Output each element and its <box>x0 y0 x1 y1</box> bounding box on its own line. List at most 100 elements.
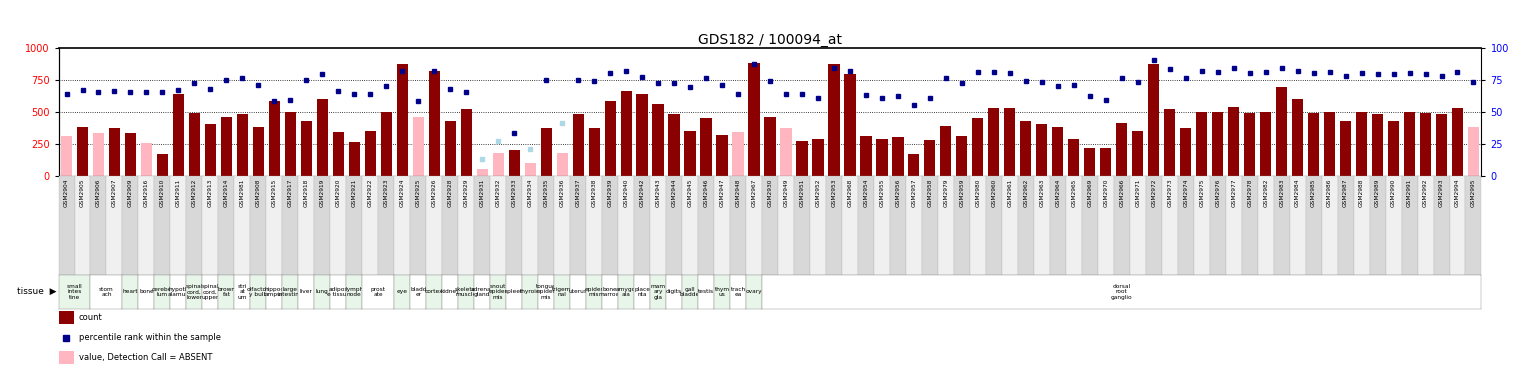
Bar <box>1340 121 1351 176</box>
Text: uterus: uterus <box>568 290 588 294</box>
Text: GSM2969: GSM2969 <box>1087 179 1092 207</box>
Text: GSM2994: GSM2994 <box>1455 179 1460 207</box>
Text: skeletal
muscle: skeletal muscle <box>454 287 477 297</box>
Text: GSM2933: GSM2933 <box>511 179 517 207</box>
Text: GSM2919: GSM2919 <box>320 179 325 207</box>
Bar <box>476 169 488 176</box>
Bar <box>588 128 599 176</box>
Text: GSM2938: GSM2938 <box>591 179 596 207</box>
Bar <box>365 131 376 176</box>
Text: GSM2989: GSM2989 <box>1375 179 1380 207</box>
Bar <box>92 134 105 176</box>
Text: GSM2931: GSM2931 <box>480 179 485 207</box>
Text: lung: lung <box>316 290 328 294</box>
Text: GSM2947: GSM2947 <box>719 179 724 207</box>
Bar <box>493 153 504 176</box>
Text: GSM2977: GSM2977 <box>1230 179 1237 207</box>
Bar <box>909 154 919 176</box>
Text: digits: digits <box>665 290 682 294</box>
Text: trach
ea: trach ea <box>730 287 745 297</box>
Bar <box>876 139 887 176</box>
Text: GSM2914: GSM2914 <box>223 179 229 207</box>
Text: thym
us: thym us <box>715 287 730 297</box>
Text: hippoc
ampus: hippoc ampus <box>265 287 285 297</box>
Text: GSM2951: GSM2951 <box>799 179 804 207</box>
Text: GSM2967: GSM2967 <box>752 179 756 207</box>
Bar <box>1468 127 1478 176</box>
Text: snout
epider
mis: snout epider mis <box>488 284 508 300</box>
Bar <box>445 121 456 176</box>
Text: GSM2966: GSM2966 <box>1120 179 1124 207</box>
Text: GSM2949: GSM2949 <box>784 179 788 207</box>
Text: thyroid: thyroid <box>521 290 541 294</box>
Bar <box>1019 121 1032 176</box>
Text: value, Detection Call = ABSENT: value, Detection Call = ABSENT <box>79 353 213 362</box>
Text: GSM2976: GSM2976 <box>1215 179 1220 207</box>
Text: GSM2924: GSM2924 <box>400 179 405 207</box>
Bar <box>189 113 200 176</box>
Text: GSM2937: GSM2937 <box>576 179 581 207</box>
Text: brown
fat: brown fat <box>217 287 236 297</box>
Bar <box>285 112 296 176</box>
Bar <box>1069 139 1080 176</box>
Text: epider
mis: epider mis <box>585 287 604 297</box>
Bar <box>636 94 648 176</box>
Text: GSM2934: GSM2934 <box>528 179 533 207</box>
Text: GSM2973: GSM2973 <box>1167 179 1172 207</box>
Text: GSM2932: GSM2932 <box>496 179 500 207</box>
Text: GSM2952: GSM2952 <box>816 179 821 207</box>
Bar <box>1052 127 1064 176</box>
Bar <box>1388 121 1400 176</box>
Text: GSM2944: GSM2944 <box>671 179 676 207</box>
Bar <box>1132 131 1143 176</box>
Text: GSM2971: GSM2971 <box>1135 179 1140 207</box>
Bar <box>748 63 759 176</box>
Text: mam
ary
gla: mam ary gla <box>650 284 665 300</box>
Text: GSM2946: GSM2946 <box>704 179 708 207</box>
Text: GSM2965: GSM2965 <box>1072 179 1076 207</box>
Text: GSM2991: GSM2991 <box>1408 179 1412 207</box>
Bar <box>1404 112 1415 176</box>
Text: gall
bladde: gall bladde <box>681 287 701 297</box>
Bar <box>668 114 679 176</box>
Bar <box>525 163 536 176</box>
Bar <box>333 132 343 176</box>
Text: GSM2993: GSM2993 <box>1438 179 1445 207</box>
Text: spinal
cord,
upper: spinal cord, upper <box>202 284 219 300</box>
Text: kidney: kidney <box>440 290 460 294</box>
Bar <box>413 117 424 176</box>
Text: dorsal
root
ganglio: dorsal root ganglio <box>1110 284 1132 300</box>
Text: GSM2904: GSM2904 <box>65 179 69 207</box>
Text: large
intestine: large intestine <box>277 287 303 297</box>
Text: GSM2995: GSM2995 <box>1471 179 1475 207</box>
Text: prost
ate: prost ate <box>371 287 387 297</box>
Bar <box>716 135 727 176</box>
Text: GSM2983: GSM2983 <box>1280 179 1284 207</box>
Bar <box>1260 112 1270 176</box>
Bar <box>62 136 72 176</box>
Text: GSM2909: GSM2909 <box>128 179 132 207</box>
Text: GSM2968: GSM2968 <box>847 179 853 207</box>
Bar <box>556 153 568 176</box>
Text: bladd
er: bladd er <box>410 287 427 297</box>
Text: GSM2945: GSM2945 <box>687 179 693 207</box>
Bar <box>573 114 584 176</box>
Text: GSM2988: GSM2988 <box>1360 179 1364 207</box>
Text: GSM2954: GSM2954 <box>864 179 869 207</box>
Bar <box>348 142 360 176</box>
Bar <box>1180 128 1192 176</box>
Text: GSM2975: GSM2975 <box>1200 179 1204 207</box>
Text: GSM2935: GSM2935 <box>544 179 548 207</box>
Text: GSM2956: GSM2956 <box>895 179 901 207</box>
Bar <box>205 124 216 176</box>
Text: GSM2970: GSM2970 <box>1103 179 1109 207</box>
Bar <box>1420 113 1431 176</box>
Title: GDS182 / 100094_at: GDS182 / 100094_at <box>698 33 842 46</box>
Text: stom
ach: stom ach <box>99 287 114 297</box>
Bar <box>77 127 88 176</box>
Text: cortex: cortex <box>425 290 444 294</box>
Text: bone: bone <box>139 290 154 294</box>
Text: GSM2943: GSM2943 <box>656 179 661 207</box>
Bar <box>317 100 328 176</box>
Text: GSM2913: GSM2913 <box>208 179 213 207</box>
